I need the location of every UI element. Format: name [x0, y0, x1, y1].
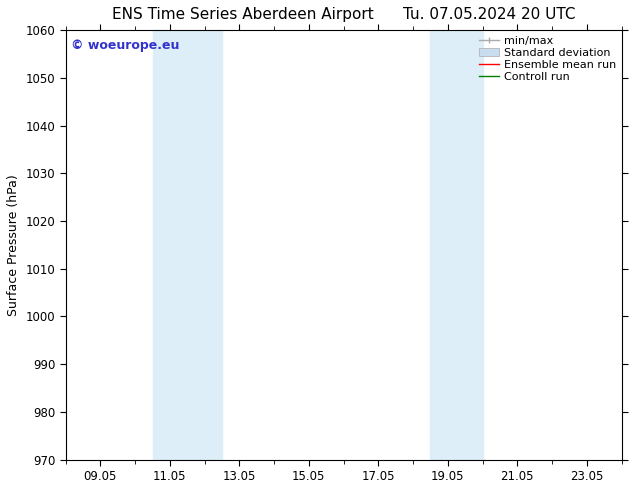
Text: © woeurope.eu: © woeurope.eu — [71, 39, 179, 51]
Bar — [153, 30, 222, 460]
Bar — [430, 30, 482, 460]
Legend: min/max, Standard deviation, Ensemble mean run, Controll run: min/max, Standard deviation, Ensemble me… — [477, 33, 618, 84]
Y-axis label: Surface Pressure (hPa): Surface Pressure (hPa) — [7, 174, 20, 316]
Title: ENS Time Series Aberdeen Airport      Tu. 07.05.2024 20 UTC: ENS Time Series Aberdeen Airport Tu. 07.… — [112, 7, 575, 22]
